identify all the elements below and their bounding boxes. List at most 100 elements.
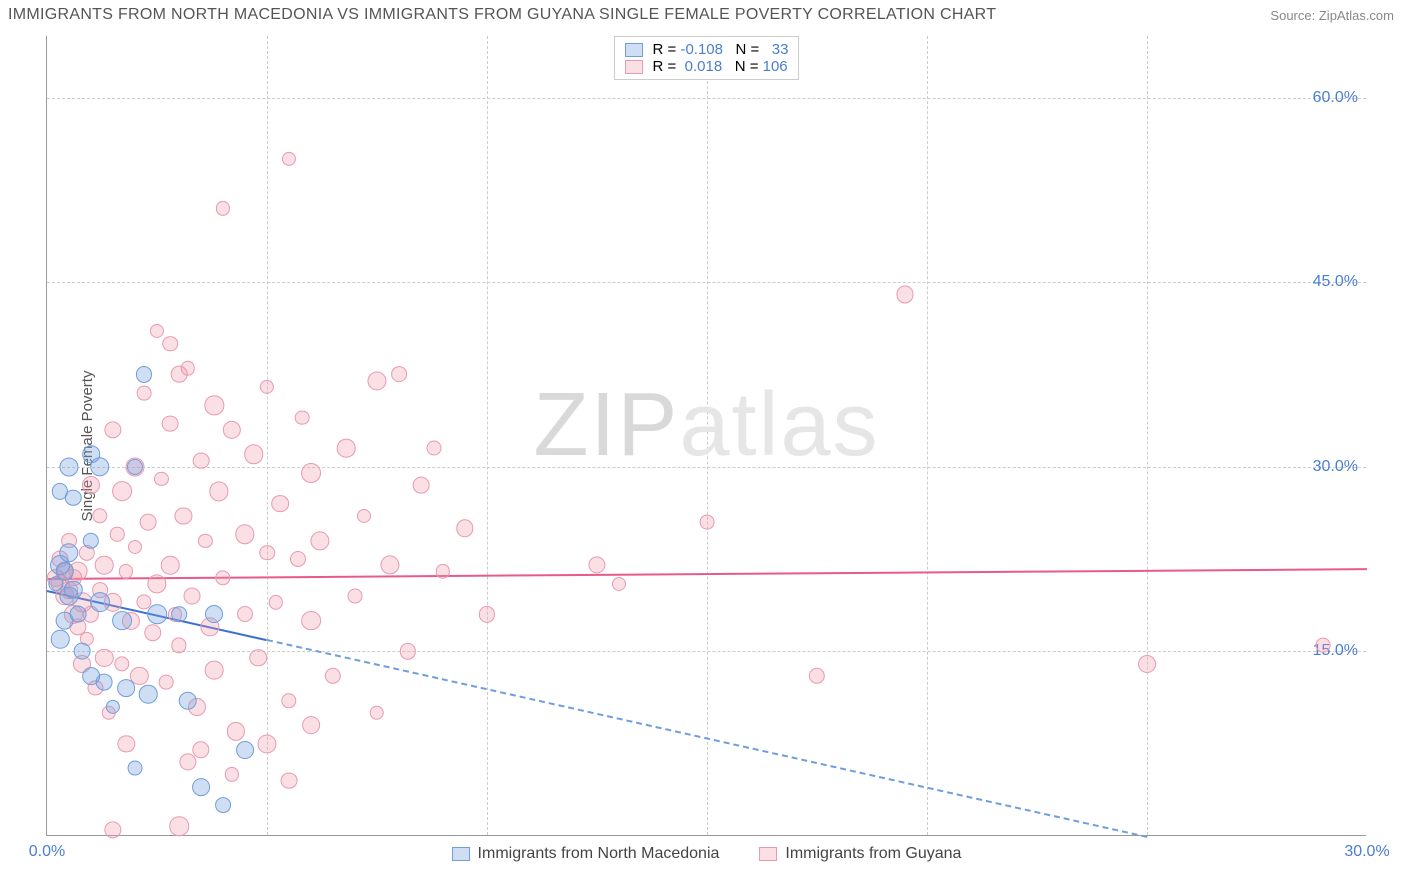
gridline-v	[267, 36, 268, 835]
data-point	[83, 532, 99, 548]
data-point	[154, 472, 168, 486]
data-point	[90, 592, 110, 612]
data-point	[92, 508, 107, 523]
data-point	[128, 540, 142, 554]
data-point	[117, 679, 135, 697]
data-point	[225, 767, 239, 781]
data-point	[169, 816, 189, 836]
series-legend: Immigrants from North Macedonia Immigran…	[452, 845, 962, 863]
y-tick-label: 30.0%	[1313, 458, 1358, 476]
data-point	[896, 286, 913, 303]
data-point	[215, 570, 230, 585]
data-point	[193, 452, 210, 469]
swatch-macedonia	[452, 847, 470, 861]
correlation-legend: R = -0.108 N = 33 R = 0.018 N = 106	[614, 36, 800, 80]
legend-item-guyana: Immigrants from Guyana	[759, 845, 961, 863]
gridline-v	[927, 36, 928, 835]
data-point	[59, 543, 78, 562]
data-point	[136, 366, 152, 382]
data-point	[456, 520, 473, 537]
data-point	[106, 700, 120, 714]
data-point	[82, 476, 100, 494]
legend-row-2: R = 0.018 N = 106	[625, 58, 789, 75]
data-point	[192, 741, 209, 758]
data-point	[104, 821, 121, 838]
data-point	[205, 396, 224, 415]
gridline-v	[707, 36, 708, 835]
gridline-v	[1147, 36, 1148, 835]
data-point	[139, 685, 158, 704]
data-point	[237, 606, 253, 622]
data-point	[1316, 638, 1331, 653]
data-point	[236, 741, 254, 759]
data-point	[348, 589, 363, 604]
data-point	[119, 564, 133, 578]
data-point	[370, 706, 384, 720]
data-point	[74, 643, 91, 660]
data-point	[144, 624, 162, 642]
data-point	[136, 386, 151, 401]
data-point	[281, 693, 296, 708]
x-tick-label: 30.0%	[1344, 843, 1389, 861]
chart-title: IMMIGRANTS FROM NORTH MACEDONIA VS IMMIG…	[8, 6, 996, 24]
legend-stat: R = 0.018 N = 106	[653, 58, 788, 75]
data-point	[612, 577, 626, 591]
legend-row-1: R = -0.108 N = 33	[625, 41, 789, 58]
swatch-guyana	[625, 60, 643, 74]
data-point	[301, 463, 321, 483]
watermark-atlas: atlas	[679, 375, 879, 475]
data-point	[90, 457, 110, 477]
data-point	[198, 533, 212, 547]
data-point	[192, 778, 210, 796]
data-point	[295, 410, 310, 425]
data-point	[95, 556, 114, 575]
legend-label: Immigrants from North Macedonia	[478, 845, 720, 863]
source-label: Source:	[1270, 8, 1315, 23]
data-point	[110, 527, 124, 541]
data-point	[95, 648, 113, 666]
y-tick-label: 60.0%	[1313, 89, 1358, 107]
data-point	[158, 675, 173, 690]
legend-label: Immigrants from Guyana	[785, 845, 961, 863]
title-bar: IMMIGRANTS FROM NORTH MACEDONIA VS IMMIG…	[0, 0, 1406, 30]
data-point	[235, 525, 254, 544]
data-point	[147, 605, 167, 625]
data-point	[162, 415, 179, 432]
data-point	[184, 588, 201, 605]
data-point	[215, 797, 231, 813]
data-point	[140, 514, 157, 531]
data-point	[179, 691, 198, 710]
source-name[interactable]: ZipAtlas.com	[1319, 8, 1394, 23]
data-point	[175, 507, 192, 524]
data-point	[205, 661, 224, 680]
gridline-v	[487, 36, 488, 835]
data-point	[271, 495, 289, 513]
data-point	[413, 477, 430, 494]
data-point	[150, 324, 164, 338]
data-point	[114, 656, 129, 671]
watermark-zip: ZIP	[533, 375, 679, 475]
data-point	[381, 556, 400, 575]
data-point	[171, 607, 187, 623]
data-point	[244, 445, 264, 465]
data-point	[479, 606, 495, 622]
data-point	[337, 439, 356, 458]
data-point	[588, 557, 605, 574]
data-point	[96, 674, 113, 691]
data-point	[223, 421, 241, 439]
data-point	[162, 336, 178, 352]
data-point	[281, 772, 298, 789]
data-point	[51, 630, 70, 649]
data-point	[259, 545, 275, 561]
data-point	[391, 367, 407, 383]
data-point	[112, 611, 132, 631]
data-point	[147, 574, 166, 593]
data-point	[209, 482, 228, 501]
data-point	[357, 509, 371, 523]
data-point	[69, 606, 86, 623]
data-point	[700, 515, 715, 530]
data-point	[205, 605, 223, 623]
data-point	[227, 722, 245, 740]
data-point	[1138, 655, 1156, 673]
data-point	[257, 734, 276, 753]
